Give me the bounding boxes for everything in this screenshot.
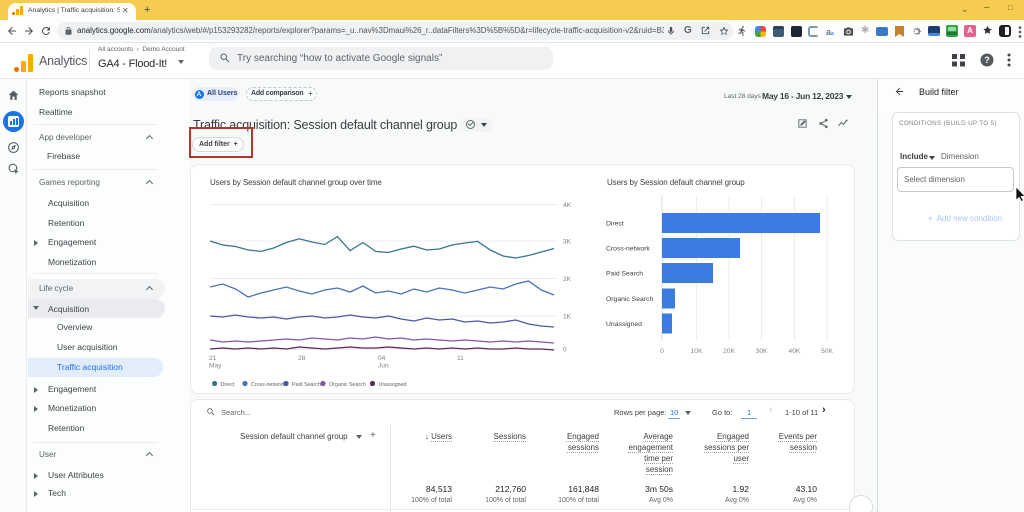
svg-text:21: 21 (209, 355, 217, 362)
svg-text:Direct: Direct (221, 382, 235, 388)
svg-text:?: ? (984, 55, 990, 65)
svg-text:04: 04 (378, 355, 386, 362)
svg-text:Organic Search: Organic Search (606, 296, 653, 303)
svg-text:1K: 1K (563, 314, 572, 321)
svg-text:Unassigned: Unassigned (606, 321, 642, 328)
svg-text:11: 11 (457, 355, 464, 362)
svg-text:20K: 20K (723, 348, 735, 355)
svg-text:30K: 30K (756, 348, 768, 355)
svg-text:Cross-network: Cross-network (251, 382, 285, 388)
svg-text:Organic Search: Organic Search (329, 382, 366, 388)
svg-text:28: 28 (298, 355, 306, 362)
svg-text:Jun: Jun (378, 363, 389, 370)
svg-text:40K: 40K (789, 348, 801, 355)
svg-text:Paid Search: Paid Search (606, 271, 643, 278)
svg-text:Unassigned: Unassigned (379, 382, 407, 388)
svg-text:0: 0 (563, 347, 567, 354)
svg-text:May: May (209, 363, 222, 370)
svg-text:0: 0 (660, 348, 664, 355)
svg-text:Direct: Direct (606, 221, 624, 228)
svg-text:2K: 2K (563, 276, 572, 283)
svg-text:10K: 10K (691, 348, 703, 355)
svg-text:Cross-network: Cross-network (606, 246, 650, 253)
svg-text:Paid Search: Paid Search (292, 382, 321, 388)
svg-text:50K: 50K (821, 348, 833, 355)
svg-text:4K: 4K (563, 202, 572, 209)
svg-text:3K: 3K (563, 239, 572, 246)
